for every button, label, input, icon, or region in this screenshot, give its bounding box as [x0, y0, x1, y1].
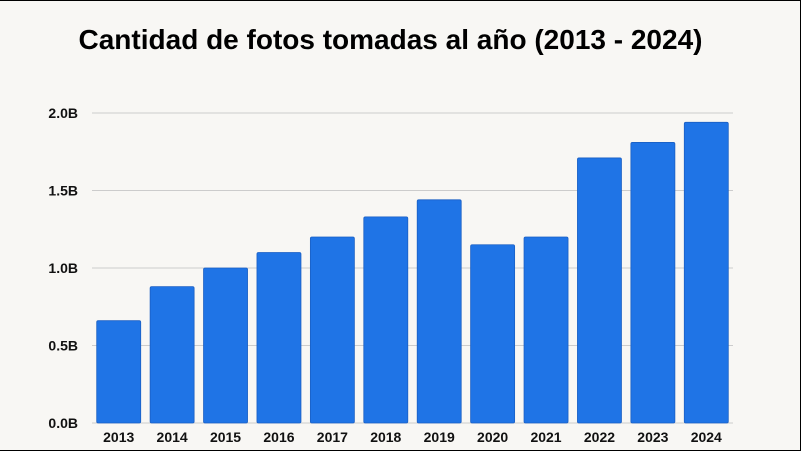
bar-2015 [203, 267, 248, 424]
y-tick-label: 1.0B [48, 260, 78, 276]
bar-2017 [309, 236, 355, 424]
x-axis-ticks: 2013 2014 2015 2016 2017 2018 2019 2020 2021 2022… [103, 429, 722, 445]
bar-2020 [470, 244, 516, 424]
y-tick-label: 0.5B [48, 338, 78, 354]
x-tick-label: 2013 [103, 429, 134, 445]
x-tick-label: 2019 [424, 429, 455, 445]
x-tick-label: 2021 [530, 429, 561, 445]
bars [96, 121, 729, 424]
chart-title: Cantidad de fotos tomadas al año (2013 -… [78, 24, 703, 55]
bar-2013 [96, 320, 142, 424]
y-tick-label: 1.5B [48, 183, 78, 199]
y-tick-label: 0.0B [48, 415, 78, 431]
bar-2016 [256, 252, 302, 424]
x-tick-label: 2014 [157, 429, 188, 445]
y-axis-ticks: 0.0B 0.5B 1.0B 1.5B 2.0B [48, 105, 78, 431]
x-tick-label: 2018 [370, 429, 401, 445]
x-tick-label: 2017 [317, 429, 348, 445]
bar-2023 [630, 142, 676, 424]
bar-2024 [683, 121, 729, 424]
bar-2018 [363, 216, 409, 424]
bar-2019 [416, 199, 462, 424]
x-tick-label: 2015 [210, 429, 241, 445]
bar-2014 [149, 286, 195, 424]
frame-top [0, 0, 801, 1]
x-tick-label: 2024 [691, 429, 722, 445]
x-tick-label: 2023 [637, 429, 668, 445]
grid-lines [92, 112, 733, 424]
x-tick-label: 2022 [584, 429, 615, 445]
bar-2021 [523, 236, 569, 424]
x-tick-label: 2020 [477, 429, 508, 445]
x-tick-label: 2016 [263, 429, 294, 445]
y-tick-label: 2.0B [48, 105, 78, 121]
bar-2022 [577, 157, 622, 424]
